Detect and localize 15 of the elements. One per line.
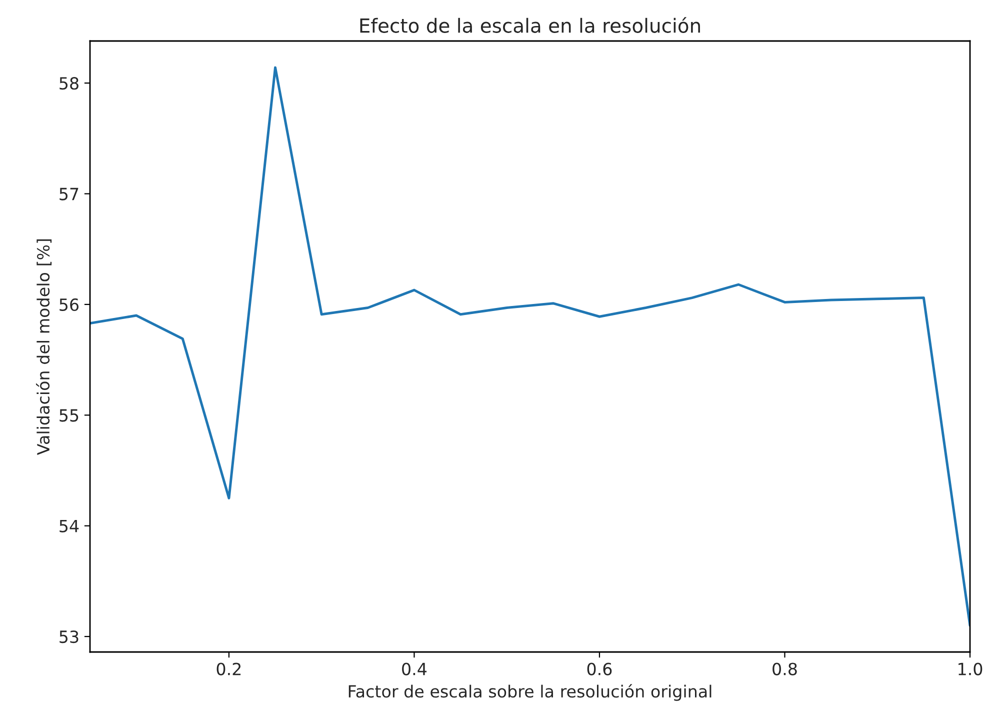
y-tick-label: 56 [60, 298, 79, 312]
y-tick-label: 57 [60, 188, 78, 200]
y-tick-label: 53 [60, 630, 78, 644]
x-tick-label: 0.4 [402, 662, 427, 676]
x-axis-title: Factor de escala sobre la resolución original [348, 684, 712, 701]
y-tick-label: 58 [60, 77, 78, 90]
x-tick-label: 0.6 [587, 662, 612, 676]
x-tick-label: 1.0 [958, 662, 982, 676]
x-tick-label: 0.2 [216, 662, 241, 676]
y-tick-label: 55 [60, 409, 78, 422]
y-axis-title: Validación del modelo [%] [36, 239, 52, 455]
line-series [90, 66, 970, 627]
chart-title: Efecto de la escala en la resolución [360, 17, 700, 33]
x-tick-label: 0.8 [772, 662, 797, 676]
y-tick-label: 54 [60, 520, 79, 532]
